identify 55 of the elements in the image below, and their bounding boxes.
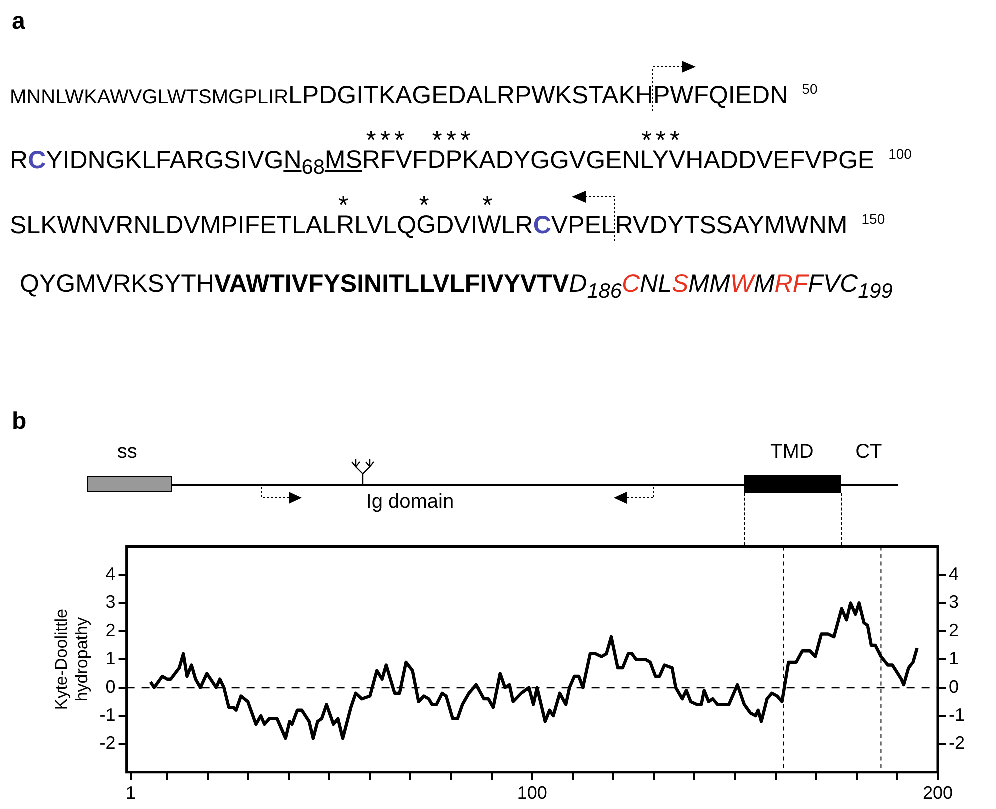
text: RVDYTSSAYMWNM xyxy=(615,211,848,240)
y-tick-label: 4 xyxy=(106,564,116,584)
text: C xyxy=(622,270,640,298)
y2-tick-label: 3 xyxy=(948,592,960,612)
text: CT xyxy=(856,441,882,464)
text: N$_{68}$MS xyxy=(284,146,362,180)
text: Ig domain xyxy=(366,491,454,514)
text: NL xyxy=(640,270,672,298)
text: TMD xyxy=(770,441,814,464)
text: R xyxy=(10,146,28,174)
y2-tick-label: -2 xyxy=(948,733,966,754)
y2-tick-label: 0 xyxy=(948,676,960,697)
text: C xyxy=(533,211,552,240)
text: C xyxy=(28,146,46,174)
y2-tick-label: 4 xyxy=(948,564,960,584)
text: VAWTIVFYSINITLLVLFIVYVTV xyxy=(214,270,570,298)
text: VPEL xyxy=(551,211,616,240)
text: W xyxy=(730,270,754,298)
x-tick-label: 100 xyxy=(517,783,548,804)
x-tick-label: 1 xyxy=(126,783,136,804)
text: 50 xyxy=(802,81,818,97)
y-tick-label: 1 xyxy=(106,648,116,669)
text: LVLQ xyxy=(354,211,417,240)
y-tick-label: 2 xyxy=(106,620,116,640)
y2-tick-label: -1 xyxy=(948,704,966,725)
text: YIDNGKLFARGSIVG xyxy=(46,146,284,174)
text: S xyxy=(672,270,689,298)
text: RF xyxy=(774,270,808,298)
y-tick-label: -1 xyxy=(100,704,116,725)
text: D$_{186}$ xyxy=(569,270,622,303)
y-tick-label: 3 xyxy=(106,592,116,612)
text: M xyxy=(754,270,775,298)
text: b xyxy=(12,408,27,436)
x-tick-label: 200 xyxy=(922,783,954,804)
text: MM xyxy=(688,270,730,298)
text: MNNLWKAWVGLWTSMGPLIR xyxy=(10,86,289,108)
text: LR xyxy=(501,211,534,240)
text: F xyxy=(412,146,428,174)
text: a xyxy=(12,8,26,36)
y-tick-label: -2 xyxy=(100,733,116,754)
text: 150 xyxy=(862,211,886,227)
text: QYGMVRKSYTH xyxy=(20,270,214,298)
text: HADDVEFVPGE xyxy=(686,146,875,174)
text: PWFQIEDN xyxy=(653,81,788,110)
text: DVI xyxy=(436,211,478,240)
text: SLKWNVRNLDVMPIFETLAL xyxy=(10,211,336,240)
text: FVC$_{199}$ xyxy=(808,270,893,303)
y-axis-title: Kyte-Doolittle hydropathy xyxy=(52,609,92,710)
text: ss xyxy=(117,441,138,464)
text: ADYGGVGEN xyxy=(479,146,640,174)
y-tick-label: 0 xyxy=(106,676,116,697)
y2-tick-label: 1 xyxy=(948,648,960,669)
text: LPDGITKAGEDALRPWKSTAKH xyxy=(288,81,654,110)
text: 100 xyxy=(888,146,912,162)
y2-tick-label: 2 xyxy=(948,620,960,640)
